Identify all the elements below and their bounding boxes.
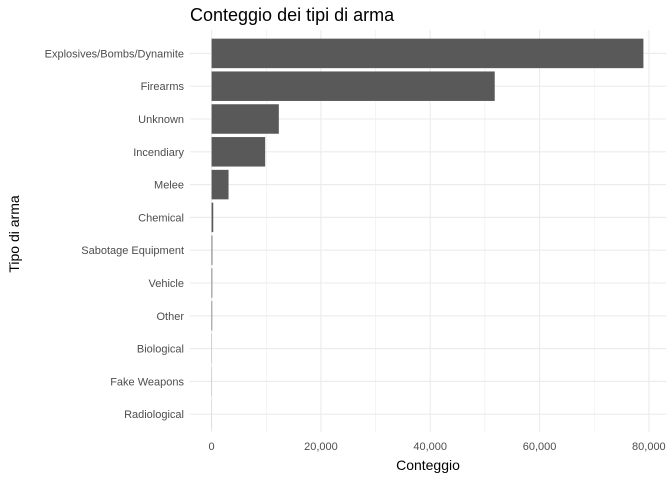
- y-tick-label: Biological: [137, 344, 184, 356]
- y-tick-label: Sabotage Equipment: [81, 245, 184, 257]
- bar-incendiary: [211, 137, 266, 167]
- y-tick-label: Other: [156, 311, 184, 323]
- bars: [211, 38, 644, 429]
- chart-title: Conteggio dei tipi di arma: [190, 5, 395, 25]
- bar-vehicle: [211, 268, 213, 298]
- y-axis-title: Tipo di arma: [6, 195, 22, 273]
- y-tick-label: Incendiary: [133, 147, 184, 159]
- y-tick-label: Explosives/Bombs/Dynamite: [45, 48, 184, 60]
- bar-firearms: [211, 71, 495, 101]
- x-tick-label: 60,000: [523, 441, 557, 453]
- y-tick-label: Unknown: [138, 114, 184, 126]
- y-tick-label: Firearms: [141, 81, 185, 93]
- bar-other: [211, 301, 213, 331]
- bar-chemical: [211, 202, 214, 233]
- y-tick-label: Fake Weapons: [110, 376, 184, 388]
- y-tick-labels: Explosives/Bombs/Dynamite Firearms Unknown…: [45, 48, 185, 421]
- y-tick-label: Chemical: [138, 212, 184, 224]
- bar-melee: [211, 169, 229, 200]
- y-tick-label: Vehicle: [149, 278, 184, 290]
- x-tick-label: 20,000: [304, 441, 338, 453]
- bar-sabotage-equipment: [211, 235, 213, 265]
- x-axis-title: Conteggio: [396, 457, 460, 473]
- y-tick-label: Radiological: [124, 409, 184, 421]
- bar-explosives-bombs-dynamite: [211, 38, 644, 69]
- x-tick-label: 0: [209, 441, 215, 453]
- bar-unknown: [211, 104, 279, 134]
- x-tick-label: 80,000: [632, 441, 666, 453]
- y-tick-label: Melee: [154, 180, 184, 192]
- x-tick-label: 40,000: [413, 441, 447, 453]
- x-tick-labels: 0 20,000 40,000 60,000 80,000: [209, 441, 666, 453]
